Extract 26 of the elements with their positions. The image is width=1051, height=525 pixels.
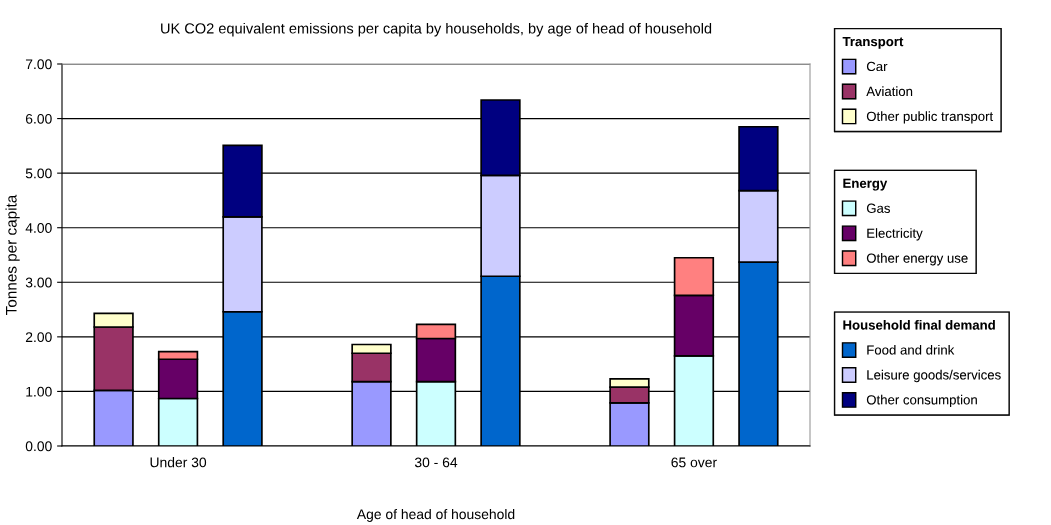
legend-label: Food and drink bbox=[867, 344, 955, 355]
x-tick-label: Under 30 bbox=[150, 457, 207, 468]
legend-label: Electricity bbox=[867, 228, 923, 241]
y-tick-label: 2.00 bbox=[25, 332, 52, 343]
y-tick-label: 3.00 bbox=[25, 277, 52, 288]
x-tick-label: 30 - 64 bbox=[414, 457, 458, 468]
legend-label: Other energy use bbox=[866, 253, 968, 266]
legend-label: Other consumption bbox=[866, 394, 977, 408]
y-tick-label: 7.00 bbox=[25, 59, 52, 70]
legend-label: Other public transport bbox=[866, 111, 994, 124]
y-tick-label: 5.00 bbox=[25, 168, 52, 179]
text: Transport bbox=[842, 37, 904, 49]
x-axis-title: Age of head of household bbox=[356, 508, 515, 522]
legend-label: Car bbox=[866, 61, 888, 72]
chart-title: UK CO2 equivalent emissions per capita by households, by age of head of household bbox=[161, 22, 712, 37]
legend-label: Aviation bbox=[866, 86, 913, 97]
text: Energy bbox=[843, 178, 888, 191]
y-tick-label: 0.00 bbox=[25, 441, 52, 452]
y-tick-label: 6.00 bbox=[25, 113, 52, 124]
y-tick-label: 1.00 bbox=[26, 386, 52, 397]
legend-label: Leisure goods/services bbox=[867, 369, 1001, 383]
x-tick-label: 65 over bbox=[671, 457, 717, 468]
legend-label: Gas bbox=[866, 203, 890, 213]
text: Household final demand bbox=[843, 320, 995, 330]
y-tick-label: 4.00 bbox=[25, 223, 52, 233]
y-axis-title: Tonnes per capita bbox=[5, 194, 20, 315]
